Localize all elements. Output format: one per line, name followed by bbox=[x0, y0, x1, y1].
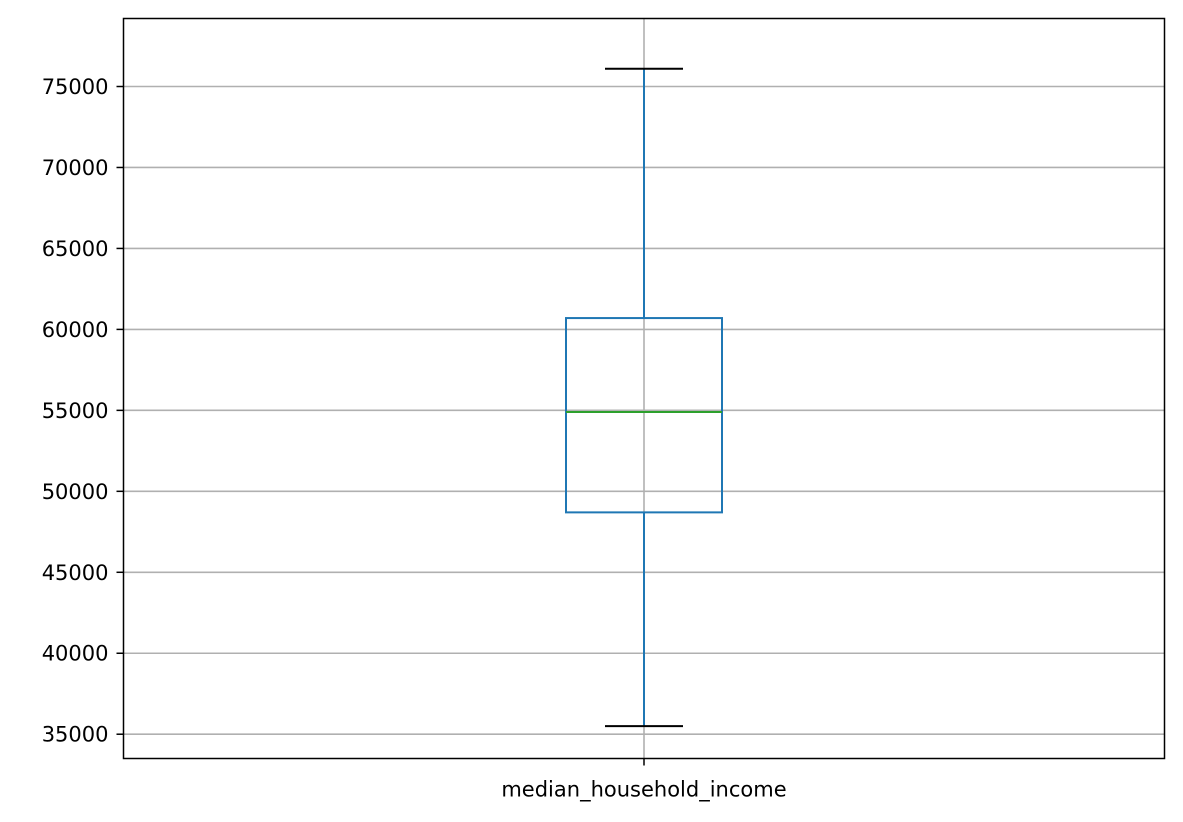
y-tick-label: 45000 bbox=[42, 561, 109, 585]
y-tick-label: 65000 bbox=[42, 237, 109, 261]
y-tick-label: 35000 bbox=[42, 723, 109, 747]
x-axis: median_household_income bbox=[501, 758, 787, 803]
iqr-box bbox=[565, 317, 723, 514]
x-tick-label: median_household_income bbox=[501, 778, 786, 803]
y-tick-label: 75000 bbox=[42, 75, 109, 99]
y-tick-label: 50000 bbox=[42, 480, 109, 504]
y-tick-label: 55000 bbox=[42, 399, 109, 423]
y-axis: 35000 40000 45000 50000 55000 60000 65000 70000… bbox=[42, 75, 124, 747]
box-plot-group bbox=[565, 67, 723, 728]
y-tick-label: 60000 bbox=[42, 318, 109, 342]
y-tick-label: 40000 bbox=[42, 642, 109, 666]
y-tick-label: 70000 bbox=[42, 156, 109, 180]
